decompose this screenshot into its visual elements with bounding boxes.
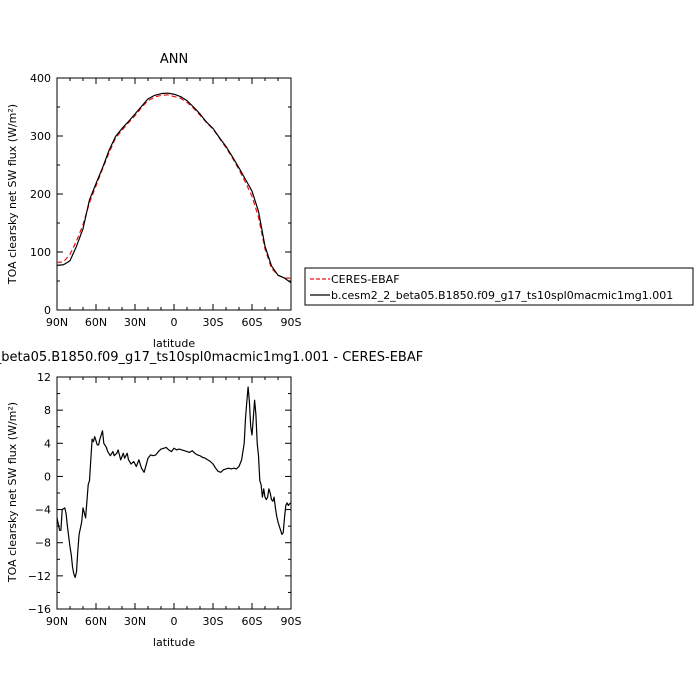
bottom-xtick-label: 60N (85, 615, 107, 628)
top-series-line-1 (56, 92, 292, 284)
top-ytick-label: 0 (44, 304, 51, 317)
top-xtick-label: 60N (85, 316, 107, 329)
legend-label-ceres: CERES-EBAF (331, 273, 400, 286)
bottom-xtick-label: 30N (124, 615, 146, 628)
top-xtick-label: 90N (46, 316, 68, 329)
legend-box (304, 267, 694, 306)
top-y-axis-label: TOA clearsky net SW flux (W/m²) (6, 104, 19, 285)
top-ytick-label: 100 (30, 246, 51, 259)
legend-label-model: b.cesm2_2_beta05.B1850.f09_g17_ts10spl0m… (331, 289, 673, 302)
top-chart-title: ANN (160, 52, 188, 67)
top-xtick-label: 60S (242, 316, 263, 329)
top-x-axis-label: latitude (153, 337, 195, 350)
bottom-ytick-label: 0 (44, 470, 51, 483)
bottom-lines (56, 386, 292, 579)
bottom-panel: b.cesm2_2_beta05.B1850.f09_g17_ts10spl0m… (0, 350, 423, 649)
bottom-xtick-label: 60S (242, 615, 263, 628)
top-xtick-label: 0 (171, 316, 178, 329)
bottom-xtick-label: 0 (171, 615, 178, 628)
bottom-series-line-0 (56, 386, 292, 579)
bottom-xtick-label: 30S (203, 615, 224, 628)
bottom-xtick-label: 90S (281, 615, 302, 628)
bottom-ytick-label: −16 (28, 603, 51, 616)
bottom-ytick-label: −4 (35, 504, 51, 517)
top-xtick-label: 90S (281, 316, 302, 329)
bottom-xtick-label: 90N (46, 615, 68, 628)
top-xtick-label: 30N (124, 316, 146, 329)
bottom-chart-title: b.cesm2_2_beta05.B1850.f09_g17_ts10spl0m… (0, 350, 423, 365)
top-lines (56, 92, 292, 284)
top-panel: ANN TOA clearsky net SW flux (W/m²) lati… (6, 52, 302, 350)
bottom-ytick-label: 12 (37, 371, 51, 384)
bottom-ticks: 90N 60N 30N 0 30S 60S 90S −16 −12 −8 −4 0 4 8 12 (28, 371, 302, 628)
bottom-ytick-label: −8 (35, 537, 51, 550)
top-ytick-label: 200 (30, 188, 51, 201)
bottom-ytick-label: 4 (44, 437, 51, 450)
bottom-y-axis-label: TOA clearsky net SW flux (W/m²) (6, 402, 19, 583)
top-series-line-0 (56, 94, 291, 279)
bottom-x-axis-label: latitude (153, 636, 195, 649)
legend: CERES-EBAF b.cesm2_2_beta05.B1850.f09_g1… (304, 267, 694, 306)
top-ytick-label: 400 (30, 72, 51, 85)
top-xtick-label: 30S (203, 316, 224, 329)
top-ticks: 90N 60N 30N 0 30S 60S 90S 0 100 200 300 400 (30, 72, 302, 329)
bottom-ytick-label: 8 (44, 404, 51, 417)
bottom-ytick-label: −12 (28, 570, 51, 583)
top-ytick-label: 300 (30, 130, 51, 143)
